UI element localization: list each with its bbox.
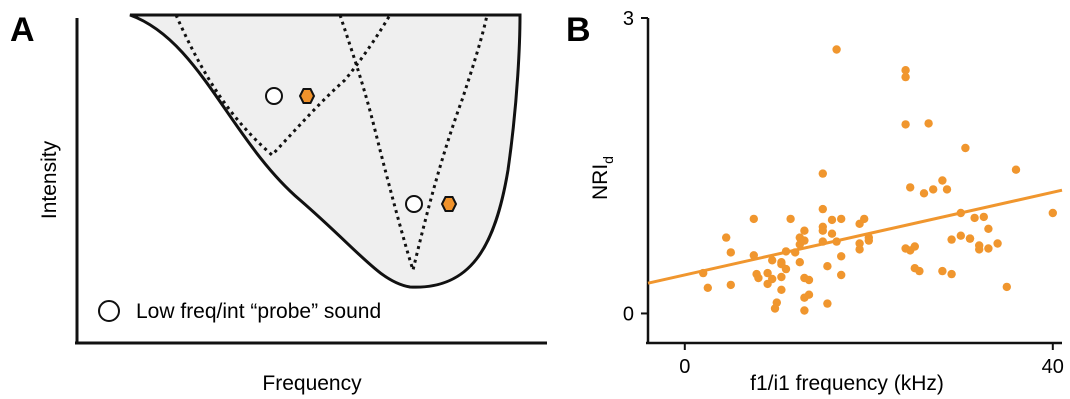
scatter-point: [947, 235, 956, 244]
x-tick-label: 0: [679, 356, 690, 378]
scatter-point: [910, 242, 919, 251]
scatter-point: [804, 290, 814, 299]
y-tick-label: 3: [623, 8, 634, 30]
scatter-point: [855, 245, 864, 254]
panel-a: A Low freq/int “probe” sound Intensity F…: [10, 11, 547, 395]
scatter-point: [919, 189, 929, 198]
hexagon-marker-lower: [440, 196, 458, 212]
scatter-point: [726, 280, 735, 290]
legend-probe-icon: [98, 300, 120, 322]
y-tick-label: 0: [623, 303, 634, 325]
scatter-point: [800, 226, 809, 235]
scatter-point: [795, 258, 804, 267]
panel-b-y-axis-title: NRId: [589, 156, 616, 200]
scatter-point: [818, 204, 827, 214]
scatter-point: [837, 270, 846, 280]
panel-b-label: B: [566, 11, 591, 49]
scatter-point: [984, 224, 993, 233]
scatter-point: [777, 258, 786, 267]
y-axis-title-main: NRI: [589, 164, 612, 200]
scatter-point: [726, 248, 735, 257]
scatter-point: [768, 274, 777, 284]
scatter-point: [818, 222, 827, 231]
scatter-point: [749, 214, 758, 224]
scatter-point: [781, 264, 791, 274]
scatter-point: [929, 185, 938, 194]
scatter-point: [993, 239, 1002, 248]
scatter-point: [754, 273, 763, 283]
scatter-point: [924, 119, 933, 128]
tuning-curve-1: [174, 14, 392, 158]
scatter-point: [901, 72, 910, 82]
svg-text:NRId: NRId: [589, 156, 616, 200]
scatter-point: [827, 229, 837, 238]
scatter-point: [722, 233, 731, 242]
scatter-point: [703, 283, 712, 292]
probe-circle-upper: [265, 87, 283, 105]
scatter-point: [772, 298, 781, 307]
panel-a-y-axis-title: Intensity: [38, 140, 61, 219]
scatter-point: [827, 215, 837, 225]
scatter-point: [956, 231, 965, 240]
scatter-point: [979, 212, 988, 222]
scatter-point: [984, 244, 993, 253]
scatter-point: [970, 213, 979, 223]
scatter-point: [1002, 282, 1011, 292]
scatter-point: [837, 252, 846, 261]
scatter-point: [942, 185, 952, 194]
scatter-point: [961, 143, 970, 153]
x-tick-label: 40: [1042, 356, 1064, 378]
scatter-point: [938, 176, 947, 185]
scatter-point: [823, 262, 832, 271]
probe-circle-lower: [405, 195, 423, 213]
scatter-point: [749, 251, 758, 260]
scatter-point: [832, 45, 841, 54]
scatter-point: [965, 234, 975, 243]
scatter-point: [786, 214, 795, 224]
hexagon-marker-upper: [298, 88, 316, 104]
scatter-point: [938, 266, 947, 276]
tuning-curve-region: [130, 15, 520, 288]
panel-b-x-axis-title: f1/i1 frequency (kHz): [750, 372, 944, 395]
scatter-point: [777, 272, 786, 282]
scatter-point: [818, 169, 827, 178]
panel-b-ticks: 0 40 0 3: [623, 8, 1064, 378]
scatter-points: [699, 45, 1058, 315]
scatter-point: [860, 214, 869, 224]
scatter-point: [915, 266, 924, 276]
scatter-point: [837, 214, 846, 224]
scatter-point: [763, 268, 772, 278]
regression-line: [647, 188, 1063, 285]
scatter-point: [975, 241, 984, 250]
scatter-point: [800, 236, 809, 245]
scatter-point: [1048, 208, 1058, 218]
scatter-point: [947, 269, 956, 279]
scatter-point: [864, 236, 873, 245]
scatter-point: [777, 285, 786, 294]
panel-b: B 0 40 0 3 NRId f1/i1 frequency (kHz): [566, 8, 1064, 395]
scatter-point: [901, 120, 910, 129]
scatter-point: [855, 239, 864, 248]
y-axis-title-subscript: d: [600, 156, 616, 164]
scatter-point: [1011, 165, 1021, 174]
legend-label: Low freq/int “probe” sound: [136, 300, 381, 323]
tuning-curve-2: [338, 14, 489, 276]
scatter-point: [901, 66, 910, 75]
panel-a-label: A: [10, 11, 35, 49]
panel-a-x-axis-title: Frequency: [262, 372, 362, 395]
tuning-curve-outline: [129, 13, 522, 289]
scatter-point: [768, 256, 777, 265]
scatter-point: [823, 299, 832, 308]
scatter-point: [804, 275, 814, 285]
scatter-point: [906, 183, 915, 192]
scatter-point: [800, 306, 809, 315]
